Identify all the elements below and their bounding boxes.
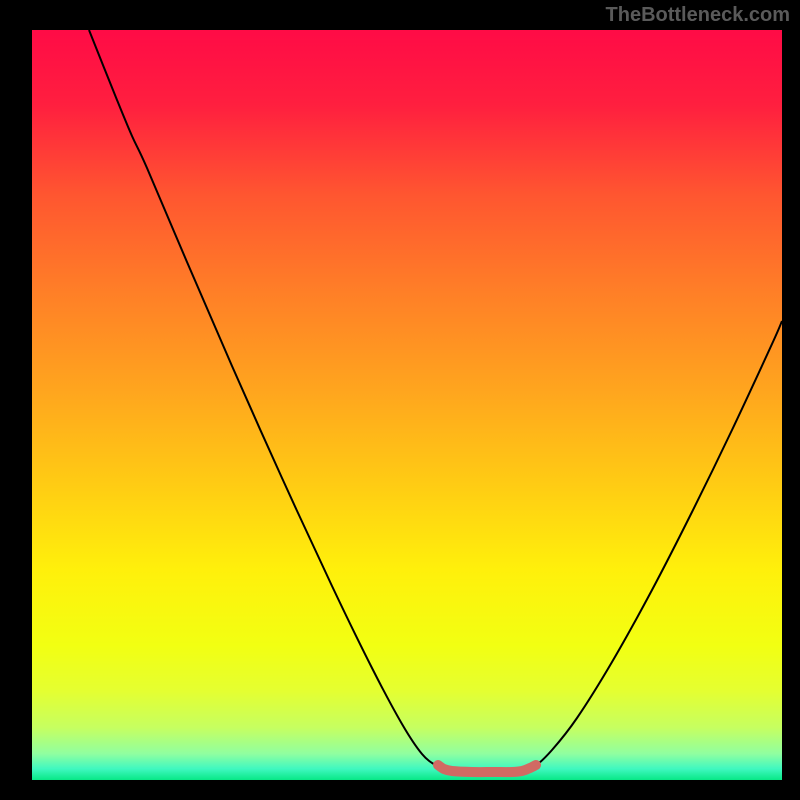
watermark-text: TheBottleneck.com — [606, 4, 790, 27]
gradient-background — [32, 30, 782, 780]
chart-svg — [32, 30, 782, 780]
chart-frame: TheBottleneck.com — [0, 0, 800, 800]
bottleneck-chart — [32, 30, 782, 780]
